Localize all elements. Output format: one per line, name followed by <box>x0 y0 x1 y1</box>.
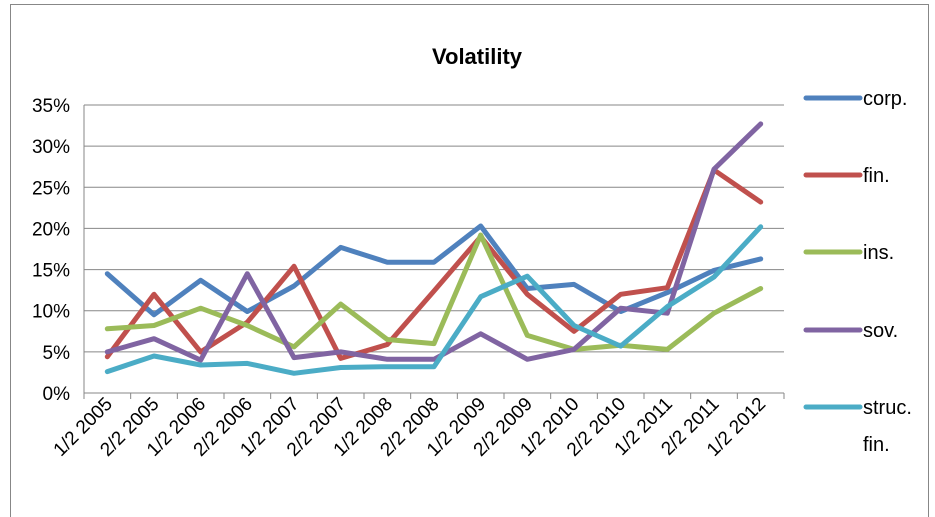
legend-label: ins. <box>863 242 894 264</box>
y-tick-label: 5% <box>43 343 71 364</box>
series-line <box>104 167 764 361</box>
legend: corp. fin. ins. sov. struc. fin. <box>803 88 912 456</box>
series-line <box>104 232 764 352</box>
series-line <box>104 121 764 363</box>
y-tick-label: 10% <box>32 302 70 323</box>
y-tick-label: 0% <box>43 384 71 405</box>
y-tick-label: 35% <box>32 96 70 117</box>
chart-title: Volatility <box>432 44 523 69</box>
series-line <box>104 223 764 318</box>
legend-label: corp. <box>863 88 907 110</box>
y-tick-label: 20% <box>32 219 70 240</box>
legend-label: fin. <box>863 165 890 187</box>
series-lines <box>104 121 764 376</box>
legend-label: sov. <box>863 320 898 342</box>
legend-label: struc. fin. <box>863 397 912 456</box>
y-tick-label: 25% <box>32 178 70 199</box>
y-tick-label: 30% <box>32 137 70 158</box>
series-line <box>104 224 764 376</box>
y-tick-label: 15% <box>32 261 70 282</box>
